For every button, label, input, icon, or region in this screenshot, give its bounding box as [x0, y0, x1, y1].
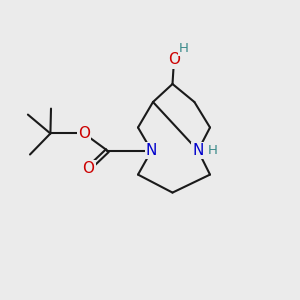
Text: O: O: [168, 52, 180, 68]
Text: N: N: [192, 143, 204, 158]
Text: N: N: [146, 143, 157, 158]
Text: H: H: [208, 143, 217, 157]
Text: O: O: [82, 161, 94, 176]
Text: O: O: [78, 126, 90, 141]
Text: H: H: [179, 42, 188, 55]
